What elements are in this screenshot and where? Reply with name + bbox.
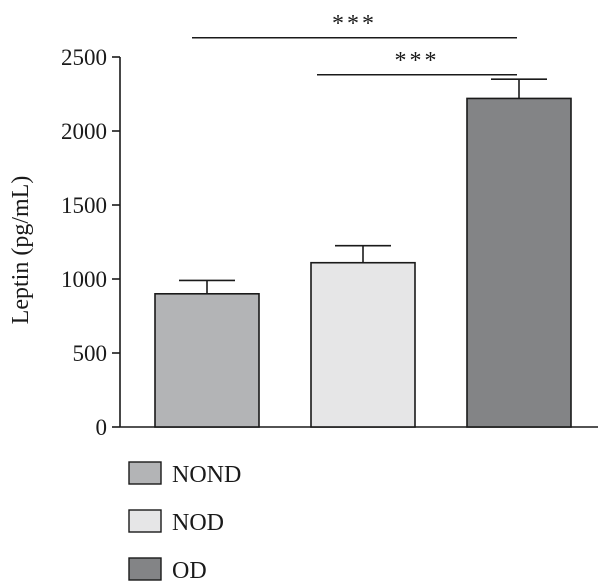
y-tick-label: 500 <box>73 341 108 366</box>
significance-annotations: *** *** <box>192 11 517 76</box>
legend-label-nond: NOND <box>172 462 241 488</box>
bars <box>154 78 572 428</box>
y-axis: 0 500 1000 1500 2000 2500 <box>61 45 121 440</box>
legend: NOND NOD OD <box>128 461 241 584</box>
bar-od <box>466 97 572 428</box>
y-tick-label: 2000 <box>61 119 107 144</box>
y-tick-label: 2500 <box>61 45 107 70</box>
y-axis-title: Leptin (pg/mL) <box>8 176 34 325</box>
y-tick-label: 1500 <box>61 193 107 218</box>
legend-swatch-nond <box>128 461 162 485</box>
legend-swatch-od <box>128 557 162 581</box>
bar-nod <box>310 261 416 428</box>
legend-label-od: OD <box>172 558 207 584</box>
y-tick-label: 1000 <box>61 267 107 292</box>
y-tick-label: 0 <box>96 415 108 440</box>
significance-label: *** <box>332 11 377 37</box>
legend-label-nod: NOD <box>172 510 224 536</box>
legend-swatch-nod <box>128 509 162 533</box>
significance-label: *** <box>395 48 440 74</box>
bar-nond <box>154 292 260 428</box>
